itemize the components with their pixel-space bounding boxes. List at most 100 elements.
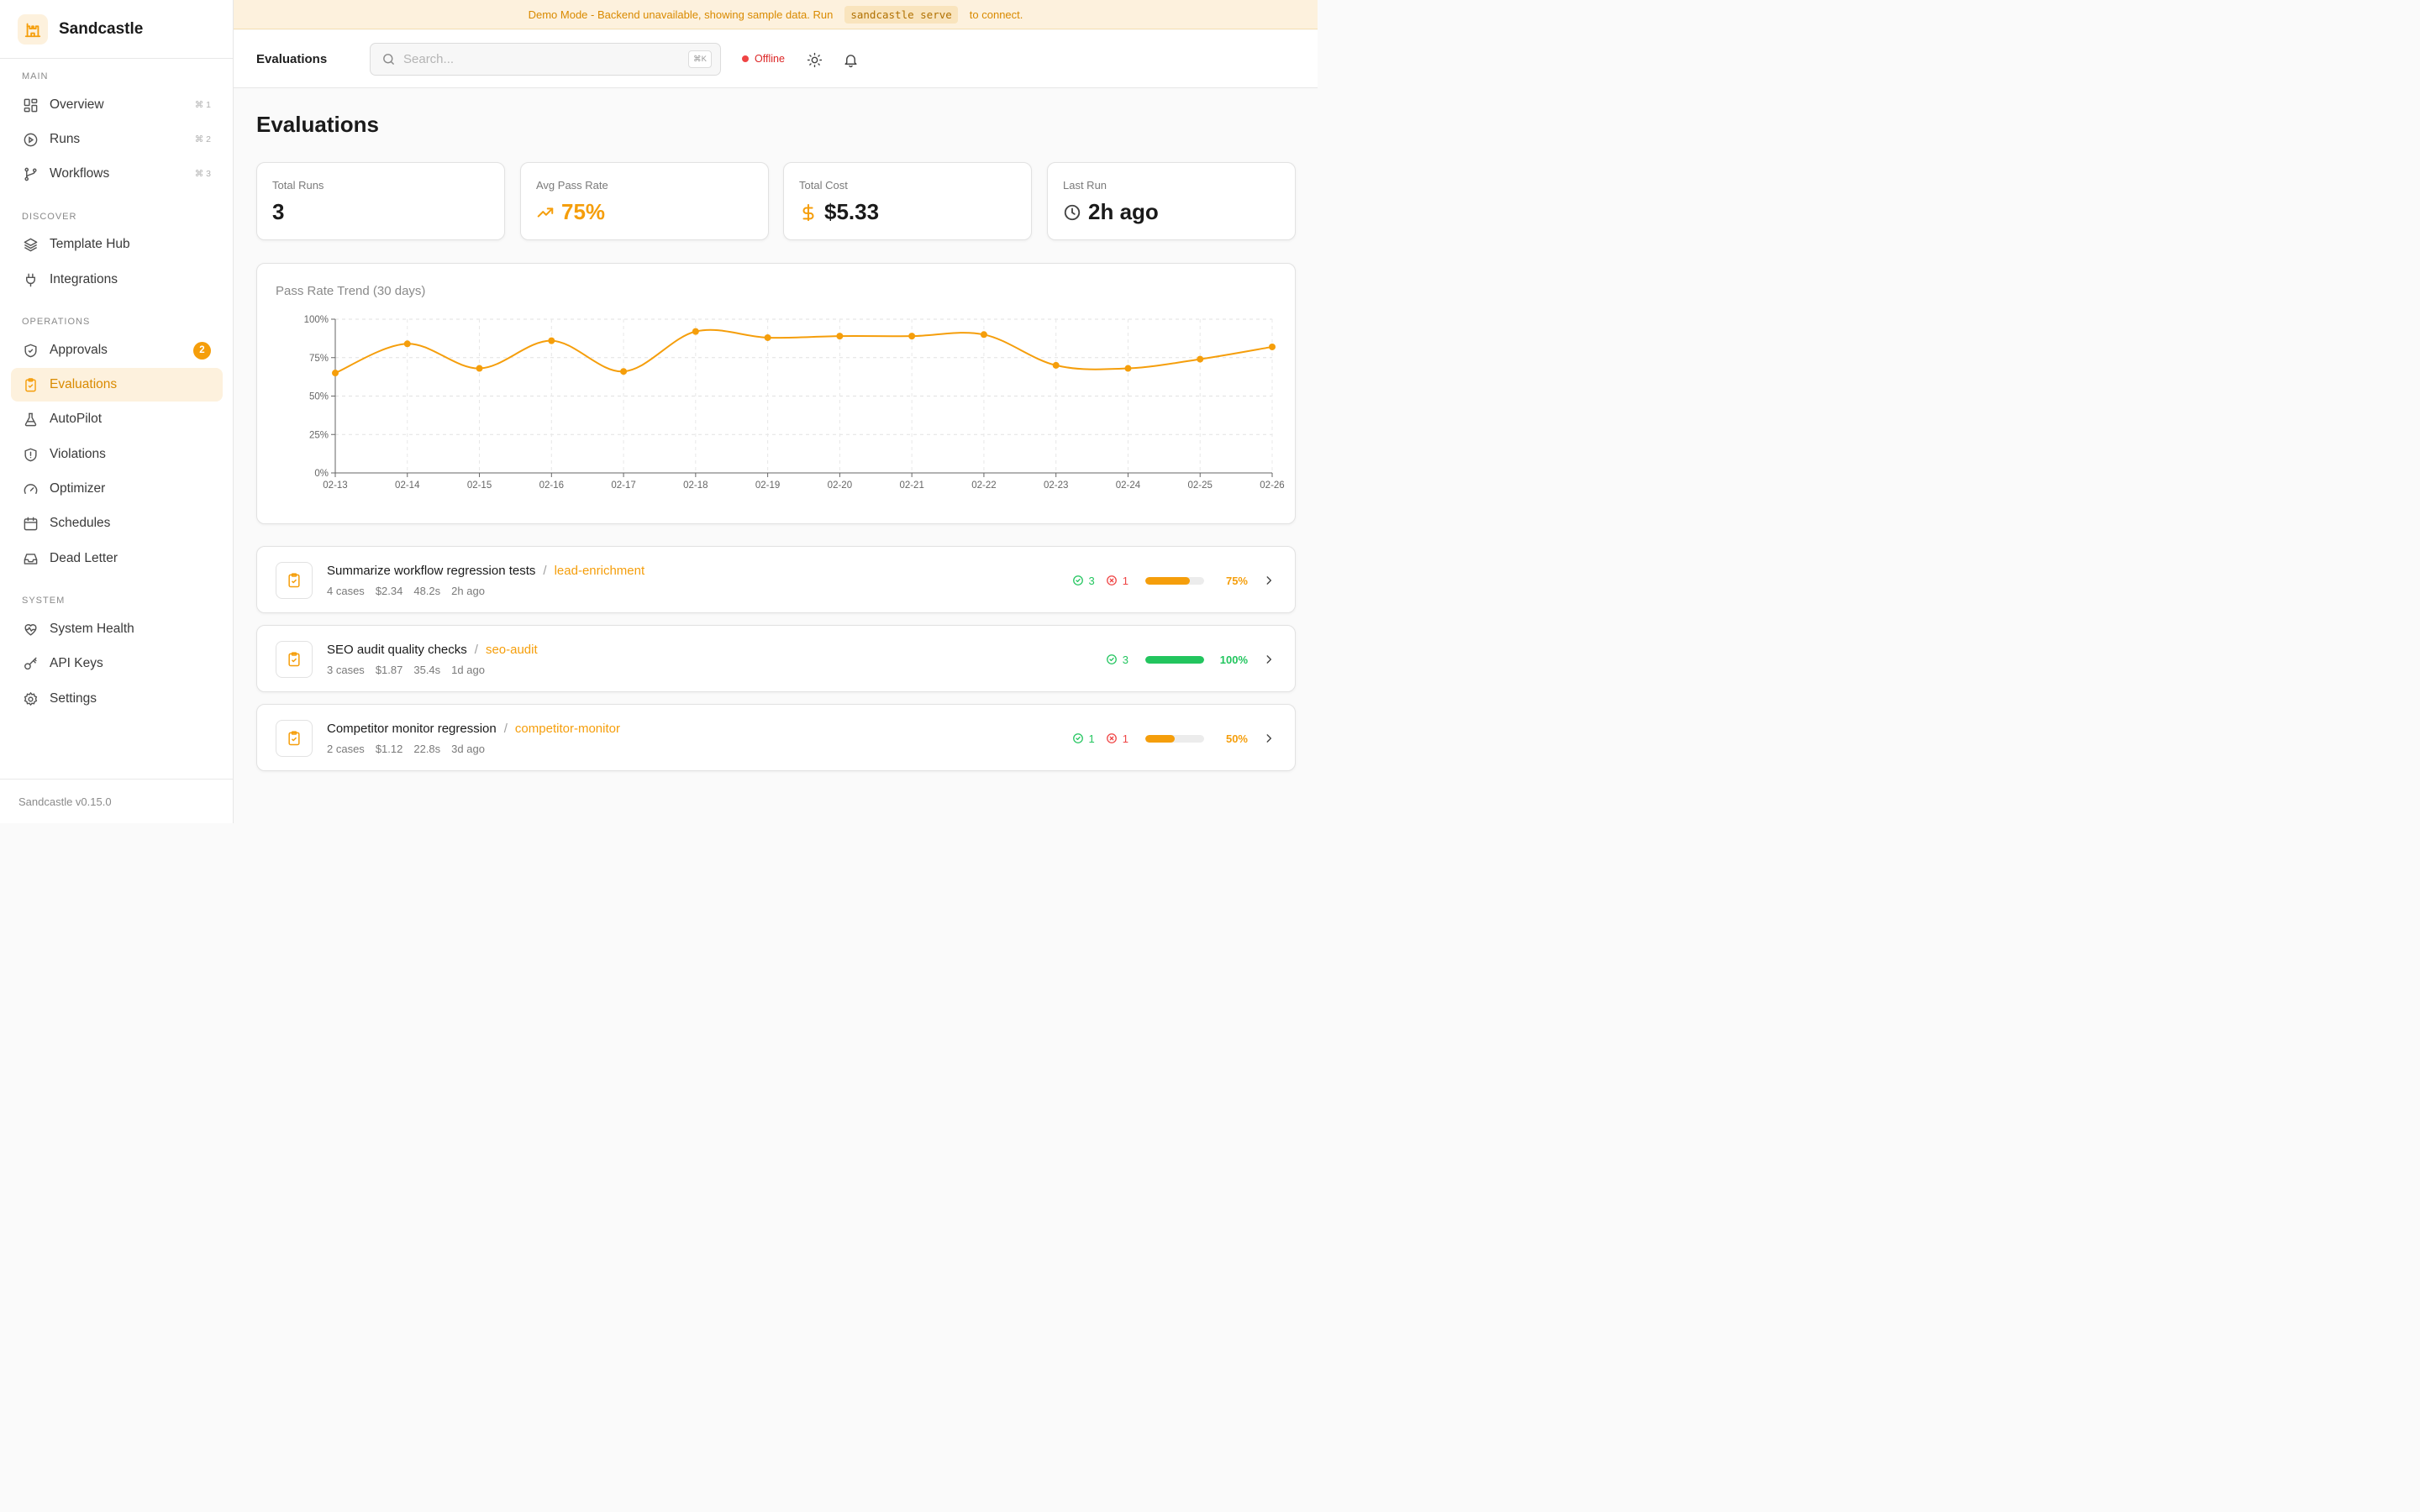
chart-title: Pass Rate Trend (30 days) [276,284,426,298]
failed-count-label: 1 [1122,732,1128,745]
separator: / [543,564,547,578]
castle-logo-icon [18,13,48,45]
clipboard-check-icon [276,720,313,757]
nav-section-operations: OPERATIONS [22,317,91,327]
sidebar-item-overview[interactable]: Overview ⌘ 1 [11,88,223,122]
x-tick-label: 02-24 [1116,480,1141,491]
x-tick-label: 02-22 [971,480,996,491]
sidebar-item-autopilot[interactable]: AutoPilot [11,402,223,436]
sidebar-item-dead-letter[interactable]: Dead Letter [11,542,223,575]
pass-rate-bar-fill [1145,655,1204,664]
x-tick-label: 02-18 [683,480,708,491]
passed-count: 3 [1106,654,1128,666]
trending-up-icon [536,203,555,222]
pass-rate-bar [1145,576,1204,585]
sidebar-item-label: Overview [50,97,104,112]
gear-icon [22,690,39,707]
chevron-right-icon[interactable] [1261,652,1276,667]
stat-card-total-runs: Total Runs 3 [256,162,505,240]
case-count: 3 cases [327,664,365,676]
bell-icon[interactable] [841,50,860,69]
data-point [692,328,699,335]
data-point [764,333,771,341]
status-label: Offline [755,53,785,65]
evaluation-row[interactable]: SEO audit quality checks / seo-audit 3 case… [256,625,1296,692]
evaluation-row[interactable]: Summarize workflow regression tests / lead… [256,546,1296,613]
y-tick-label: 75% [309,354,329,364]
x-tick-label: 02-20 [828,480,852,491]
search-icon [381,52,396,66]
passed-count-label: 3 [1088,574,1095,587]
sidebar-item-settings[interactable]: Settings [11,682,223,716]
pass-rate-line-chart: 0% 25% 50% 75% 100% 02-13 02-14 02-15 02-16 02-17… [304,315,1285,491]
pass-rate-bar-fill [1145,576,1190,585]
pass-rate-trend-chart-card: Pass Rate Trend (30 days) 0% 25% 50% 75% 100… [256,263,1296,524]
x-tick-label: 02-23 [1044,480,1068,491]
pass-rate-label: 75% [1225,574,1248,587]
sidebar-item-approvals[interactable]: Approvals 2 [11,333,223,367]
sidebar-item-label: Dead Letter [50,551,118,565]
evaluation-results: 3 1 75% [1064,573,1248,588]
eval-duration: 35.4s [413,664,441,676]
x-tick-label: 02-16 [539,480,564,491]
grid-icon [22,97,39,113]
workflow-link[interactable]: seo-audit [485,643,538,657]
search-input[interactable] [403,52,672,66]
sidebar-item-optimizer[interactable]: Optimizer [11,472,223,506]
sidebar-item-system-health[interactable]: System Health [11,612,223,646]
evaluation-row[interactable]: Competitor monitor regression / competitor… [256,704,1296,771]
sidebar-item-label: Schedules [50,516,111,530]
evaluation-title: Summarize workflow regression tests / lead… [327,564,644,578]
chevron-right-icon[interactable] [1261,573,1276,588]
gauge-icon [22,480,39,497]
stat-value: $5.33 [799,199,879,225]
x-tick-label: 02-21 [899,480,923,491]
shortcut-hint: ⌘ 3 [194,169,211,179]
sidebar-item-template-hub[interactable]: Template Hub [11,228,223,261]
sidebar: Sandcastle MAIN Overview ⌘ 1 Runs ⌘ 2 Wo… [0,0,234,823]
failed-count: 1 [1106,575,1128,587]
separator: / [474,643,478,657]
sidebar-item-api-keys[interactable]: API Keys [11,647,223,680]
data-point [403,340,411,348]
sidebar-item-workflows[interactable]: Workflows ⌘ 3 [11,157,223,191]
plug-icon [22,271,39,288]
brand-name: Sandcastle [59,19,144,38]
play-circle-icon [22,131,39,148]
chevron-right-icon[interactable] [1261,731,1276,746]
data-point [548,337,555,344]
sidebar-item-runs[interactable]: Runs ⌘ 2 [11,123,223,156]
passed-count-label: 1 [1088,732,1095,745]
stat-card-total-cost: Total Cost $5.33 [783,162,1032,240]
approvals-count-badge: 2 [193,341,211,360]
eval-duration: 48.2s [413,585,441,597]
topbar: Evaluations ⌘K Offline [234,30,1318,88]
clipboard-check-icon [22,376,39,393]
data-point [1052,361,1060,369]
theme-toggle-sun-icon[interactable] [805,50,823,69]
page-title: Evaluations [256,112,379,137]
sidebar-item-integrations[interactable]: Integrations [11,263,223,297]
failed-count: 1 [1106,732,1128,745]
shortcut-hint: ⌘ 1 [194,100,211,110]
brand[interactable]: Sandcastle [0,0,233,59]
sidebar-item-schedules[interactable]: Schedules [11,507,223,540]
search-box[interactable]: ⌘K [370,43,721,76]
clipboard-check-icon [276,562,313,599]
x-tick-label: 02-26 [1260,480,1284,491]
data-point [476,365,483,372]
sidebar-item-label: Template Hub [50,237,130,251]
workflow-link[interactable]: lead-enrichment [554,564,645,578]
separator: / [503,722,508,736]
stat-value: 75% [536,199,605,225]
dollar-icon [799,203,818,222]
sidebar-item-violations[interactable]: Violations [11,438,223,471]
clock-icon [1063,203,1081,222]
workflow-link[interactable]: competitor-monitor [514,722,620,736]
sidebar-item-label: API Keys [50,656,103,670]
pass-rate-label: 100% [1219,653,1248,666]
pass-rate-label: 50% [1225,732,1248,745]
check-circle-icon [1072,732,1089,744]
search-shortcut-hint: ⌘K [688,50,712,68]
sidebar-item-evaluations[interactable]: Evaluations [11,368,223,402]
